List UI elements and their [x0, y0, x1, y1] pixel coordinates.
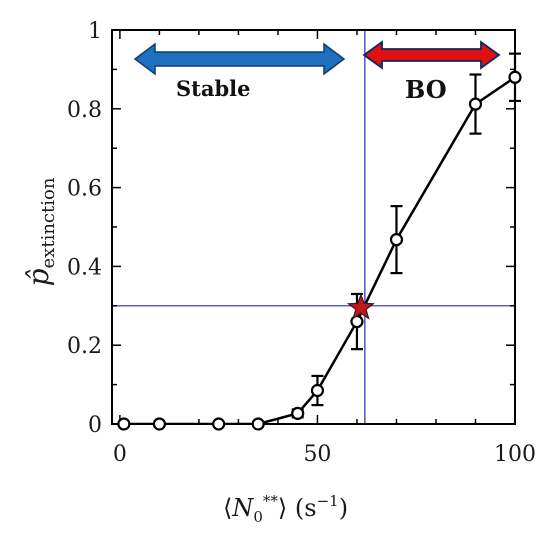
- x-tick-label: 100: [494, 442, 536, 467]
- axis-ticks: [112, 29, 516, 425]
- svg-text:⟨N0**⟩ (s−1): ⟨N0**⟩ (s−1): [223, 492, 348, 526]
- data-point: [389, 233, 404, 247]
- stable-region-arrow: [133, 42, 346, 76]
- plot-frame: [111, 29, 516, 425]
- y-tick-label: 1: [88, 19, 102, 44]
- data-point: [468, 97, 483, 111]
- data-point: [212, 417, 226, 431]
- tick-labels: 0 50 100 0 0.2 0.4 0.6 0.8 1: [67, 19, 536, 467]
- bo-region-label: BO: [405, 75, 447, 104]
- y-tick-label: 0.2: [67, 334, 102, 359]
- data-point: [310, 383, 325, 398]
- series-line: [123, 76, 515, 424]
- data-point: [291, 406, 305, 420]
- x-tick-label: 50: [303, 442, 331, 467]
- stable-region-label: Stable: [176, 76, 251, 101]
- data-series: [117, 52, 522, 431]
- x-tick-label: 0: [113, 442, 127, 467]
- data-point: [508, 70, 522, 84]
- y-tick-label: 0.8: [67, 98, 102, 123]
- y-axis-label: p̂extinction: [22, 177, 59, 286]
- data-point: [152, 417, 167, 431]
- y-tick-label: 0.4: [67, 255, 102, 280]
- svg-text:p̂extinction: p̂extinction: [22, 177, 59, 286]
- star-marker: [346, 293, 375, 320]
- y-tick-label: 0: [88, 413, 102, 438]
- x-axis-label: ⟨N0**⟩ (s−1): [223, 492, 348, 526]
- data-point: [251, 417, 265, 431]
- bo-region-arrow: [362, 40, 501, 70]
- y-tick-label: 0.6: [67, 177, 102, 202]
- data-point: [117, 417, 131, 431]
